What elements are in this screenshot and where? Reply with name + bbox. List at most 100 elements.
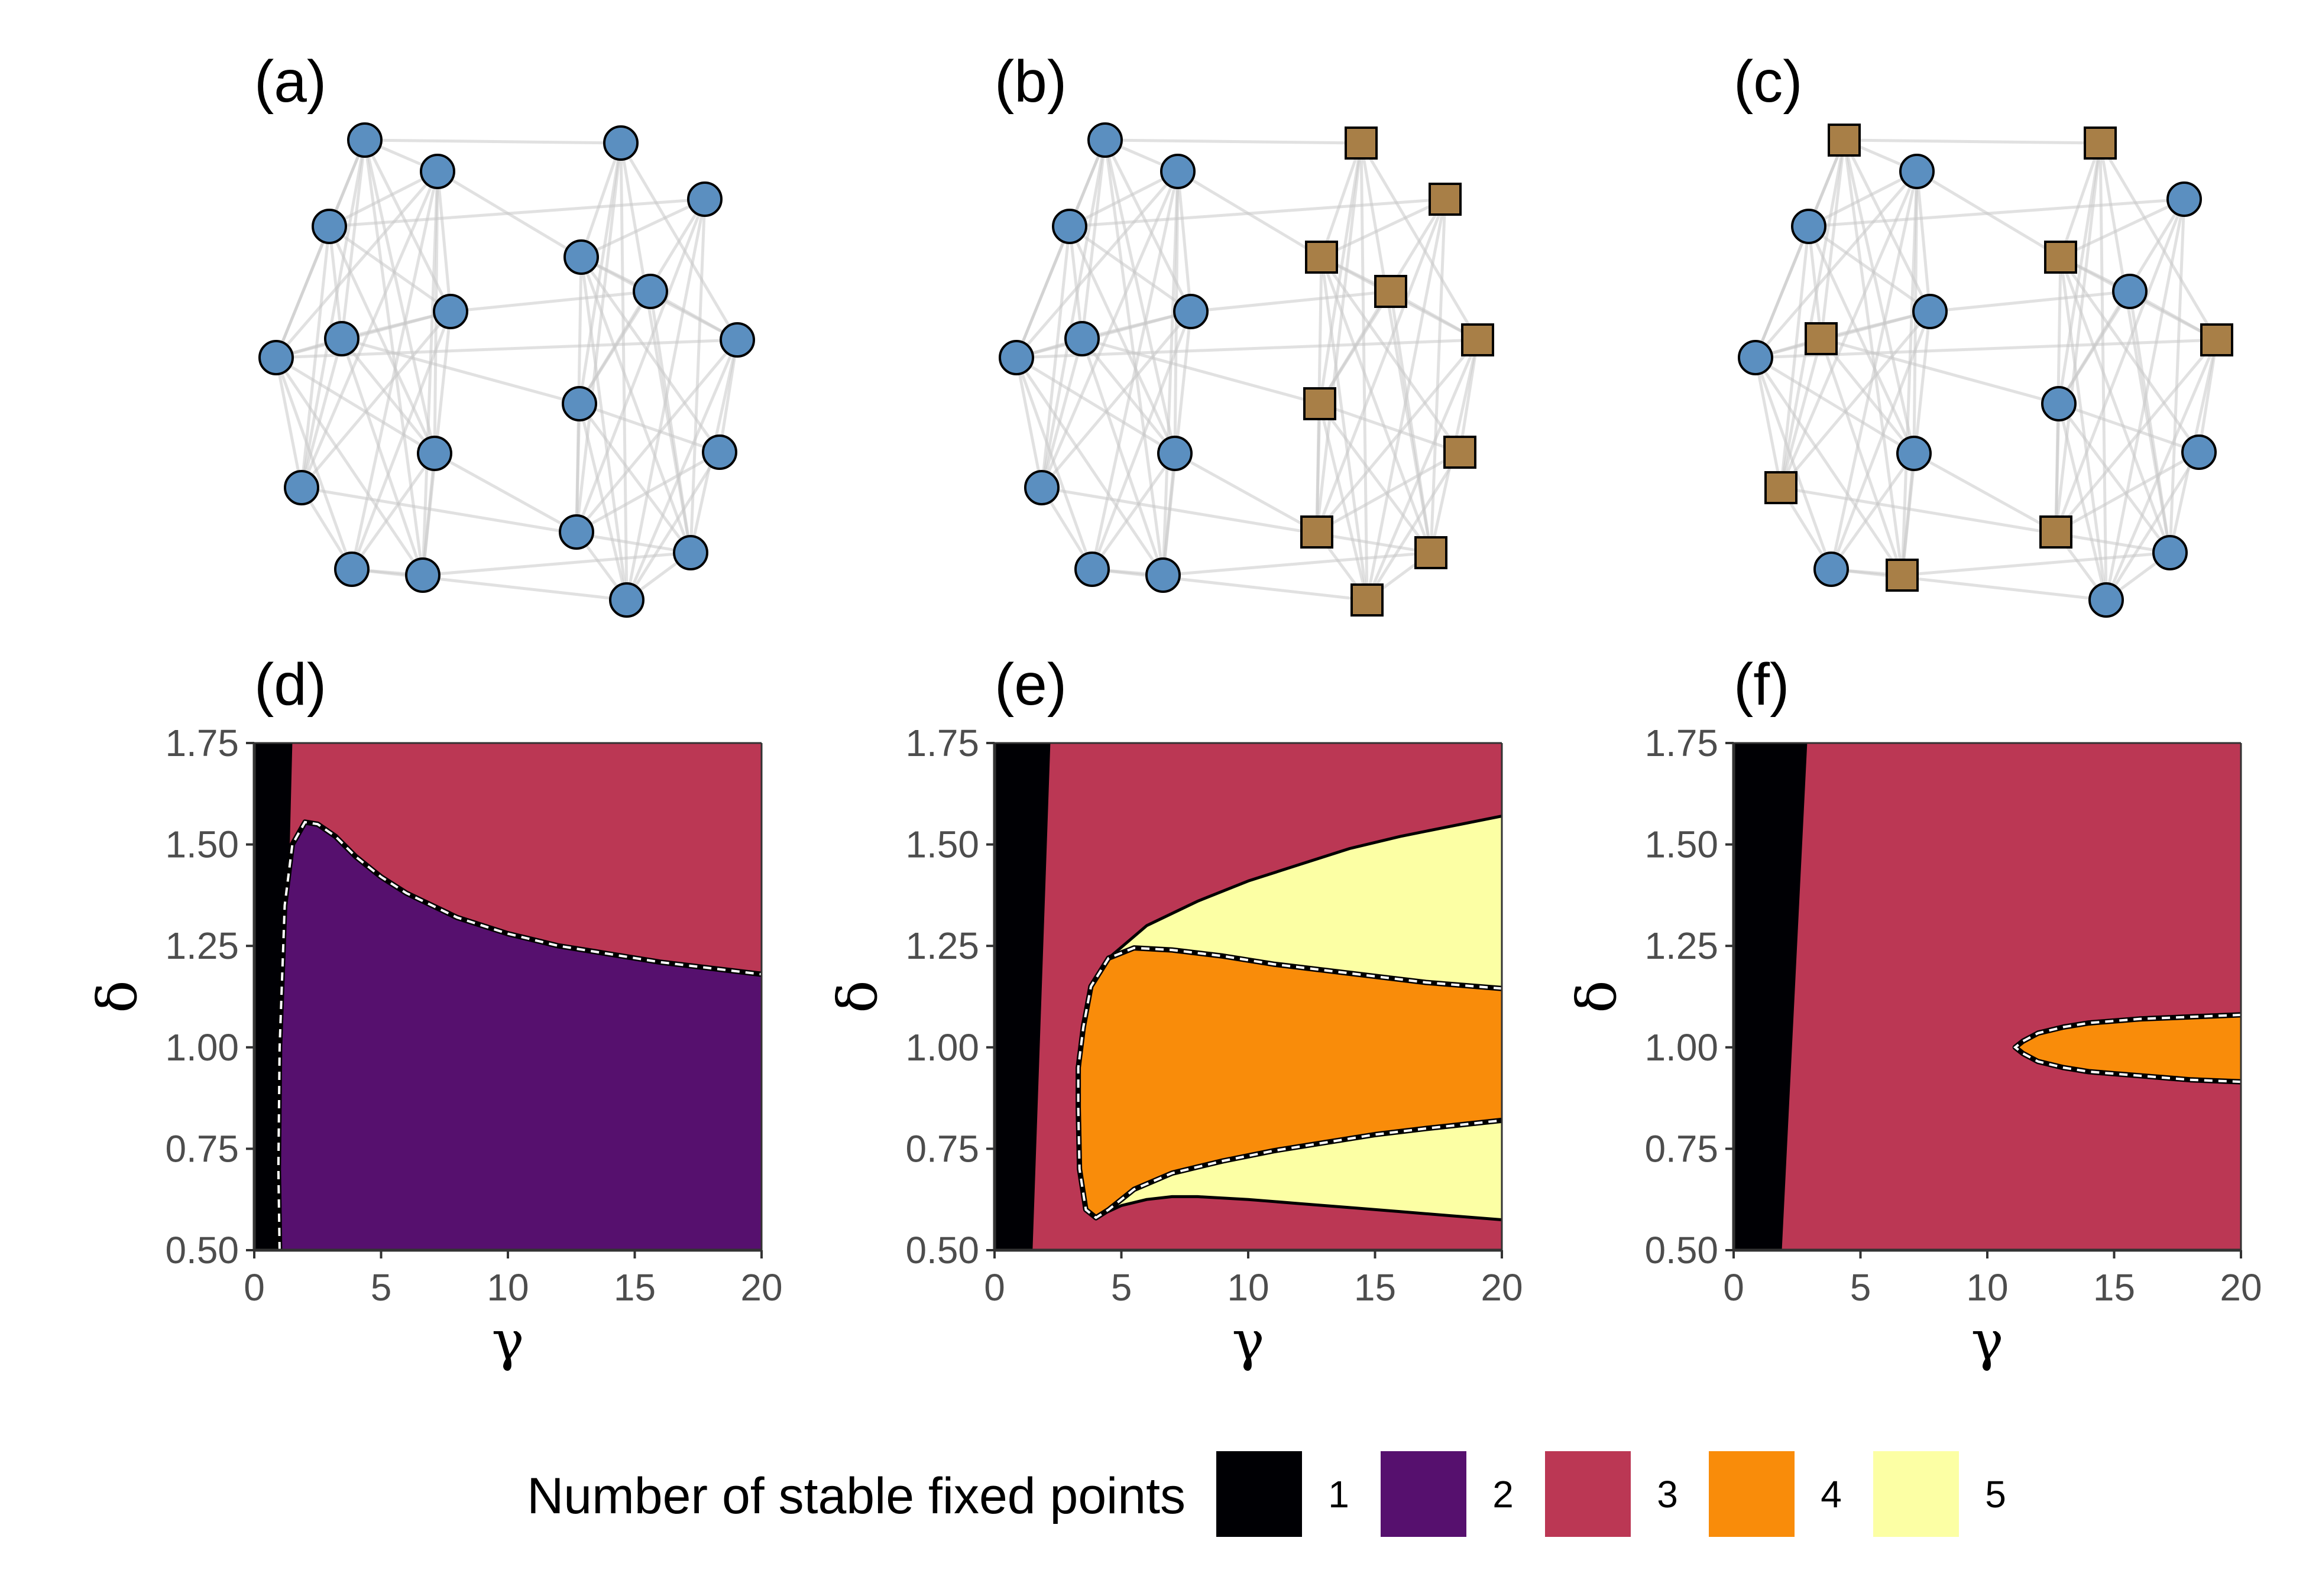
y-tick-label: 1.00	[1644, 1026, 1718, 1069]
network-edge	[1320, 197, 1446, 259]
network-edge	[1190, 290, 1391, 313]
heatmap-panel: (f) 0 5 10 15 20 0.50 0.75 1.00 1.25 1.50 1.75 γ δ	[1565, 651, 2262, 1373]
network-edges	[1754, 138, 2218, 602]
network-edge	[2059, 257, 2108, 601]
network-edge	[1780, 486, 2171, 554]
network-edge	[340, 140, 367, 339]
network-edge	[579, 257, 692, 553]
network-edge	[1389, 291, 1433, 553]
x-tick-label: 20	[1481, 1266, 1523, 1309]
network-node-square	[1374, 275, 1407, 308]
network-edge	[1808, 225, 1931, 313]
y-tick-label: 1.50	[165, 823, 239, 866]
region-1-stable	[995, 743, 1051, 1250]
x-tick-label: 5	[371, 1266, 392, 1309]
network-edge	[578, 142, 623, 404]
network-edge	[1315, 142, 1363, 533]
network-node-circle	[1173, 294, 1209, 329]
network-edge	[274, 357, 354, 570]
network-edge	[1103, 140, 1177, 454]
network-panel: (a)	[254, 48, 755, 618]
network-edge	[1320, 256, 1462, 453]
network-edge	[1015, 357, 1044, 488]
network-edge	[1081, 338, 1176, 455]
y-tick-label: 0.50	[905, 1229, 979, 1271]
heatmap-panel: (d) 0 5 10 15 20 0.50 0.75 1.00 1.25 1.50 1.75 γ δ	[86, 651, 783, 1373]
region-background	[1734, 743, 2241, 1250]
network-edge	[1041, 310, 1192, 489]
legend-label: 4	[1821, 1473, 1842, 1516]
x-axis-title: γ	[492, 1309, 524, 1373]
network-edge	[1015, 356, 1176, 455]
network-node-circle	[1813, 552, 1849, 587]
region-4-stable	[1078, 948, 1502, 1218]
bifurcation-curve-dashed	[277, 820, 762, 1250]
network-edge	[301, 486, 691, 554]
plot-area	[995, 743, 1502, 1250]
y-tick-label: 1.50	[1644, 823, 1718, 866]
panel-label: (a)	[254, 48, 326, 115]
network-edge	[1068, 225, 1177, 455]
network-edge	[1161, 453, 1177, 576]
network-edge	[1829, 311, 1932, 570]
network-edge	[1808, 197, 2185, 228]
network-panel: (b)	[995, 48, 1494, 617]
network-edge	[1915, 171, 1932, 312]
heatmap-panels: (d)0 5 10 15 200.500.751.001.251.501.75γδ(e)…	[86, 651, 2262, 1373]
network-edge	[579, 142, 623, 258]
network-edge	[300, 171, 439, 488]
panel-label: (e)	[995, 651, 1067, 718]
y-tick-label: 1.75	[1644, 722, 1718, 764]
network-edge	[1090, 452, 1177, 570]
network-edge	[1068, 170, 1179, 228]
network-node-circle	[420, 154, 455, 189]
y-tick-label: 1.25	[1644, 924, 1718, 967]
legend-swatch	[1381, 1451, 1466, 1537]
x-tick-label: 10	[1227, 1266, 1269, 1309]
network-edge	[1319, 402, 1460, 454]
network-edge	[328, 225, 436, 455]
panel-label: (f)	[1734, 651, 1789, 718]
network-node-circle	[1024, 470, 1060, 505]
panel-label: (b)	[995, 48, 1067, 115]
network-edge	[276, 338, 738, 359]
network-edge	[433, 452, 578, 534]
network-edge	[1819, 338, 1904, 576]
network-node-circle	[1052, 209, 1087, 244]
network-edge	[1174, 452, 1318, 534]
network-edge	[328, 226, 344, 339]
legend: Number of stable fixed points 1 2 3 4 5	[527, 1451, 2006, 1537]
network-node-circle	[603, 125, 639, 161]
network-node-circle	[702, 434, 737, 470]
panel-label: (d)	[254, 651, 326, 718]
network-edge	[1913, 452, 2057, 534]
network-edge	[300, 140, 367, 488]
network-node-circle	[1074, 552, 1110, 587]
network-node-circle	[687, 181, 723, 217]
y-tick-label: 0.50	[1644, 1229, 1718, 1271]
x-tick-label: 15	[1354, 1266, 1396, 1309]
network-edge	[2057, 142, 2102, 404]
x-tick-label: 20	[2220, 1266, 2262, 1309]
network-node-circle	[999, 340, 1034, 375]
network-node-circle	[2152, 535, 2188, 570]
network-edge	[363, 140, 436, 454]
network-edge	[1080, 338, 1165, 576]
network-edge	[1320, 257, 1369, 601]
network-edge	[421, 453, 436, 576]
x-tick-label: 20	[740, 1266, 782, 1309]
network-edge	[1015, 357, 1094, 570]
network-node-square	[1886, 559, 1919, 592]
network-edge	[274, 357, 303, 488]
region-2-stable	[278, 822, 762, 1250]
network-edge	[1779, 338, 1823, 488]
network-edge	[580, 197, 706, 259]
network-node-circle	[1791, 209, 1826, 244]
network-edge	[1807, 225, 1916, 455]
network-edge	[2054, 142, 2102, 533]
bifurcation-curve-dashed	[2013, 1013, 2241, 1084]
network-node-circle	[633, 274, 668, 309]
y-axis-title: δ	[1565, 980, 1628, 1013]
network-edge	[1779, 140, 1846, 488]
network-node-circle	[1912, 294, 1948, 329]
